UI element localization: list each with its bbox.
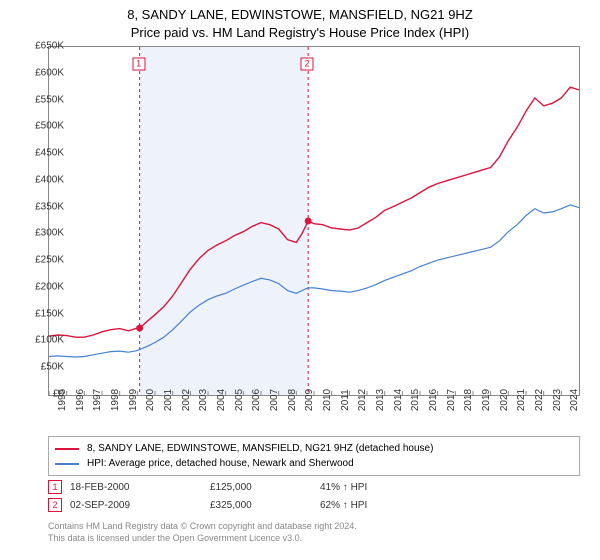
sale-marker-icon: 2 (48, 498, 62, 512)
chart-container: 8, SANDY LANE, EDWINSTOWE, MANSFIELD, NG… (0, 0, 600, 560)
sale-row: 2 02-SEP-2009 £325,000 62% ↑ HPI (48, 496, 580, 514)
y-tick-label: £250K (18, 255, 64, 266)
sales-list: 1 18-FEB-2000 £125,000 41% ↑ HPI 2 02-SE… (48, 478, 580, 514)
y-tick-label: £450K (18, 148, 64, 159)
x-tick-label: 2021 (516, 389, 527, 411)
y-tick-label: £100K (18, 335, 64, 346)
chart-svg (49, 47, 579, 395)
legend-row: 8, SANDY LANE, EDWINSTOWE, MANSFIELD, NG… (55, 441, 573, 456)
sale-hpi: 62% ↑ HPI (320, 500, 440, 511)
x-tick-label: 2020 (499, 389, 510, 411)
y-tick-label: £50K (18, 362, 64, 373)
sale-row: 1 18-FEB-2000 £125,000 41% ↑ HPI (48, 478, 580, 496)
x-tick-label: 2016 (428, 389, 439, 411)
x-tick-label: 2015 (410, 389, 421, 411)
x-tick-label: 2023 (552, 389, 563, 411)
y-tick-label: £650K (18, 41, 64, 52)
y-tick-label: £550K (18, 94, 64, 105)
x-tick-label: 2024 (569, 389, 580, 411)
chart-sale-marker: 2 (301, 58, 314, 71)
y-tick-label: £300K (18, 228, 64, 239)
x-tick-label: 2012 (357, 389, 368, 411)
x-tick-label: 2010 (322, 389, 333, 411)
x-tick-label: 2005 (234, 389, 245, 411)
x-tick-label: 2009 (304, 389, 315, 411)
legend-swatch (55, 448, 79, 450)
x-tick-label: 2019 (481, 389, 492, 411)
sale-marker-icon: 1 (48, 480, 62, 494)
y-tick-label: £150K (18, 308, 64, 319)
x-tick-label: 2006 (251, 389, 262, 411)
x-tick-label: 1998 (110, 389, 121, 411)
x-tick-label: 1997 (92, 389, 103, 411)
sale-price: £325,000 (210, 500, 320, 511)
legend-swatch (55, 463, 79, 465)
x-tick-label: 2008 (287, 389, 298, 411)
x-tick-label: 2000 (145, 389, 156, 411)
x-tick-label: 2022 (534, 389, 545, 411)
x-tick-label: 2013 (375, 389, 386, 411)
x-tick-label: 1995 (57, 389, 68, 411)
x-tick-label: 1996 (75, 389, 86, 411)
y-tick-label: £500K (18, 121, 64, 132)
x-tick-label: 2011 (340, 389, 351, 411)
sale-hpi: 41% ↑ HPI (320, 482, 440, 493)
x-tick-label: 2002 (181, 389, 192, 411)
footer-line1: Contains HM Land Registry data © Crown c… (48, 520, 580, 532)
sale-price: £125,000 (210, 482, 320, 493)
y-tick-label: £200K (18, 281, 64, 292)
sale-date: 18-FEB-2000 (70, 482, 210, 493)
x-tick-label: 2017 (446, 389, 457, 411)
x-tick-label: 2001 (163, 389, 174, 411)
chart-sale-marker: 1 (132, 58, 145, 71)
legend: 8, SANDY LANE, EDWINSTOWE, MANSFIELD, NG… (48, 436, 580, 476)
y-tick-label: £600K (18, 67, 64, 78)
y-tick-label: £400K (18, 174, 64, 185)
legend-row: HPI: Average price, detached house, Newa… (55, 456, 573, 471)
plot-area (48, 46, 580, 396)
legend-label: HPI: Average price, detached house, Newa… (87, 456, 354, 471)
sale-date: 02-SEP-2009 (70, 500, 210, 511)
x-tick-label: 2004 (216, 389, 227, 411)
chart-title: 8, SANDY LANE, EDWINSTOWE, MANSFIELD, NG… (0, 0, 600, 41)
x-tick-label: 2007 (269, 389, 280, 411)
title-line1: 8, SANDY LANE, EDWINSTOWE, MANSFIELD, NG… (0, 6, 600, 24)
title-line2: Price paid vs. HM Land Registry's House … (0, 24, 600, 42)
legend-label: 8, SANDY LANE, EDWINSTOWE, MANSFIELD, NG… (87, 441, 433, 456)
x-tick-label: 2018 (463, 389, 474, 411)
x-tick-label: 2003 (198, 389, 209, 411)
x-tick-label: 1999 (128, 389, 139, 411)
x-tick-label: 2014 (393, 389, 404, 411)
y-tick-label: £350K (18, 201, 64, 212)
footer-attribution: Contains HM Land Registry data © Crown c… (48, 520, 580, 544)
footer-line2: This data is licensed under the Open Gov… (48, 532, 580, 544)
